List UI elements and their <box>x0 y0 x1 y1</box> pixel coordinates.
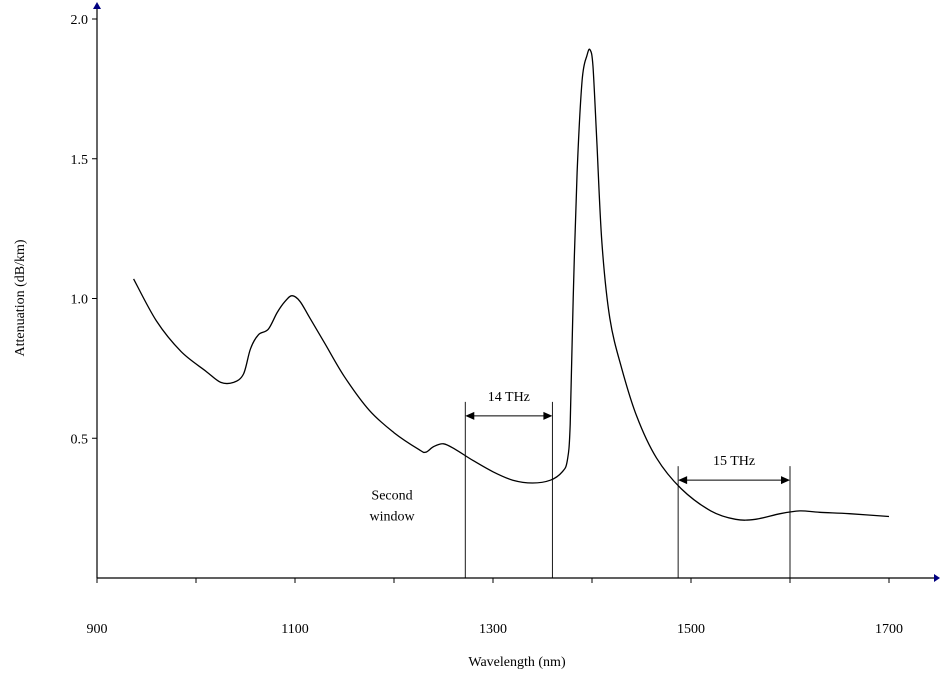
y-tick-label: 0.5 <box>71 432 89 447</box>
x-tick-label: 1500 <box>677 622 705 637</box>
y-tick-label: 2.0 <box>71 13 89 28</box>
bandwidth-arrowhead-right <box>781 476 790 485</box>
x-tick-label: 900 <box>87 622 108 637</box>
second-window-label: window <box>369 510 415 525</box>
series-layer <box>133 48 890 521</box>
attenuation-curve <box>133 48 890 521</box>
x-ticks: 900 1100 1300 1500 1700 <box>87 578 903 637</box>
axes <box>93 2 940 582</box>
y-axis-arrowhead <box>93 2 101 9</box>
x-axis-title: Wavelength (nm) <box>468 655 566 670</box>
bandwidth-label: 14 THz <box>488 390 530 405</box>
x-axis-arrowhead <box>934 574 940 582</box>
y-axis-title: Attenuation (dB/km) <box>13 239 28 356</box>
y-ticks: 0.5 1.0 1.5 2.0 <box>71 13 97 447</box>
bandwidth-arrowhead-left <box>678 476 688 485</box>
annotations: 14 THz 15 THz Second window <box>369 390 791 578</box>
x-tick-label: 1700 <box>875 622 903 637</box>
bandwidth-arrowhead-right <box>543 411 553 420</box>
y-tick-label: 1.5 <box>71 153 89 168</box>
x-tick-label: 1300 <box>479 622 507 637</box>
bandwidth-label: 15 THz <box>713 454 755 469</box>
y-tick-label: 1.0 <box>71 293 89 308</box>
x-tick-label: 1100 <box>281 622 308 637</box>
bandwidth-arrowhead-left <box>465 411 475 420</box>
second-window-label: Second <box>371 489 412 504</box>
